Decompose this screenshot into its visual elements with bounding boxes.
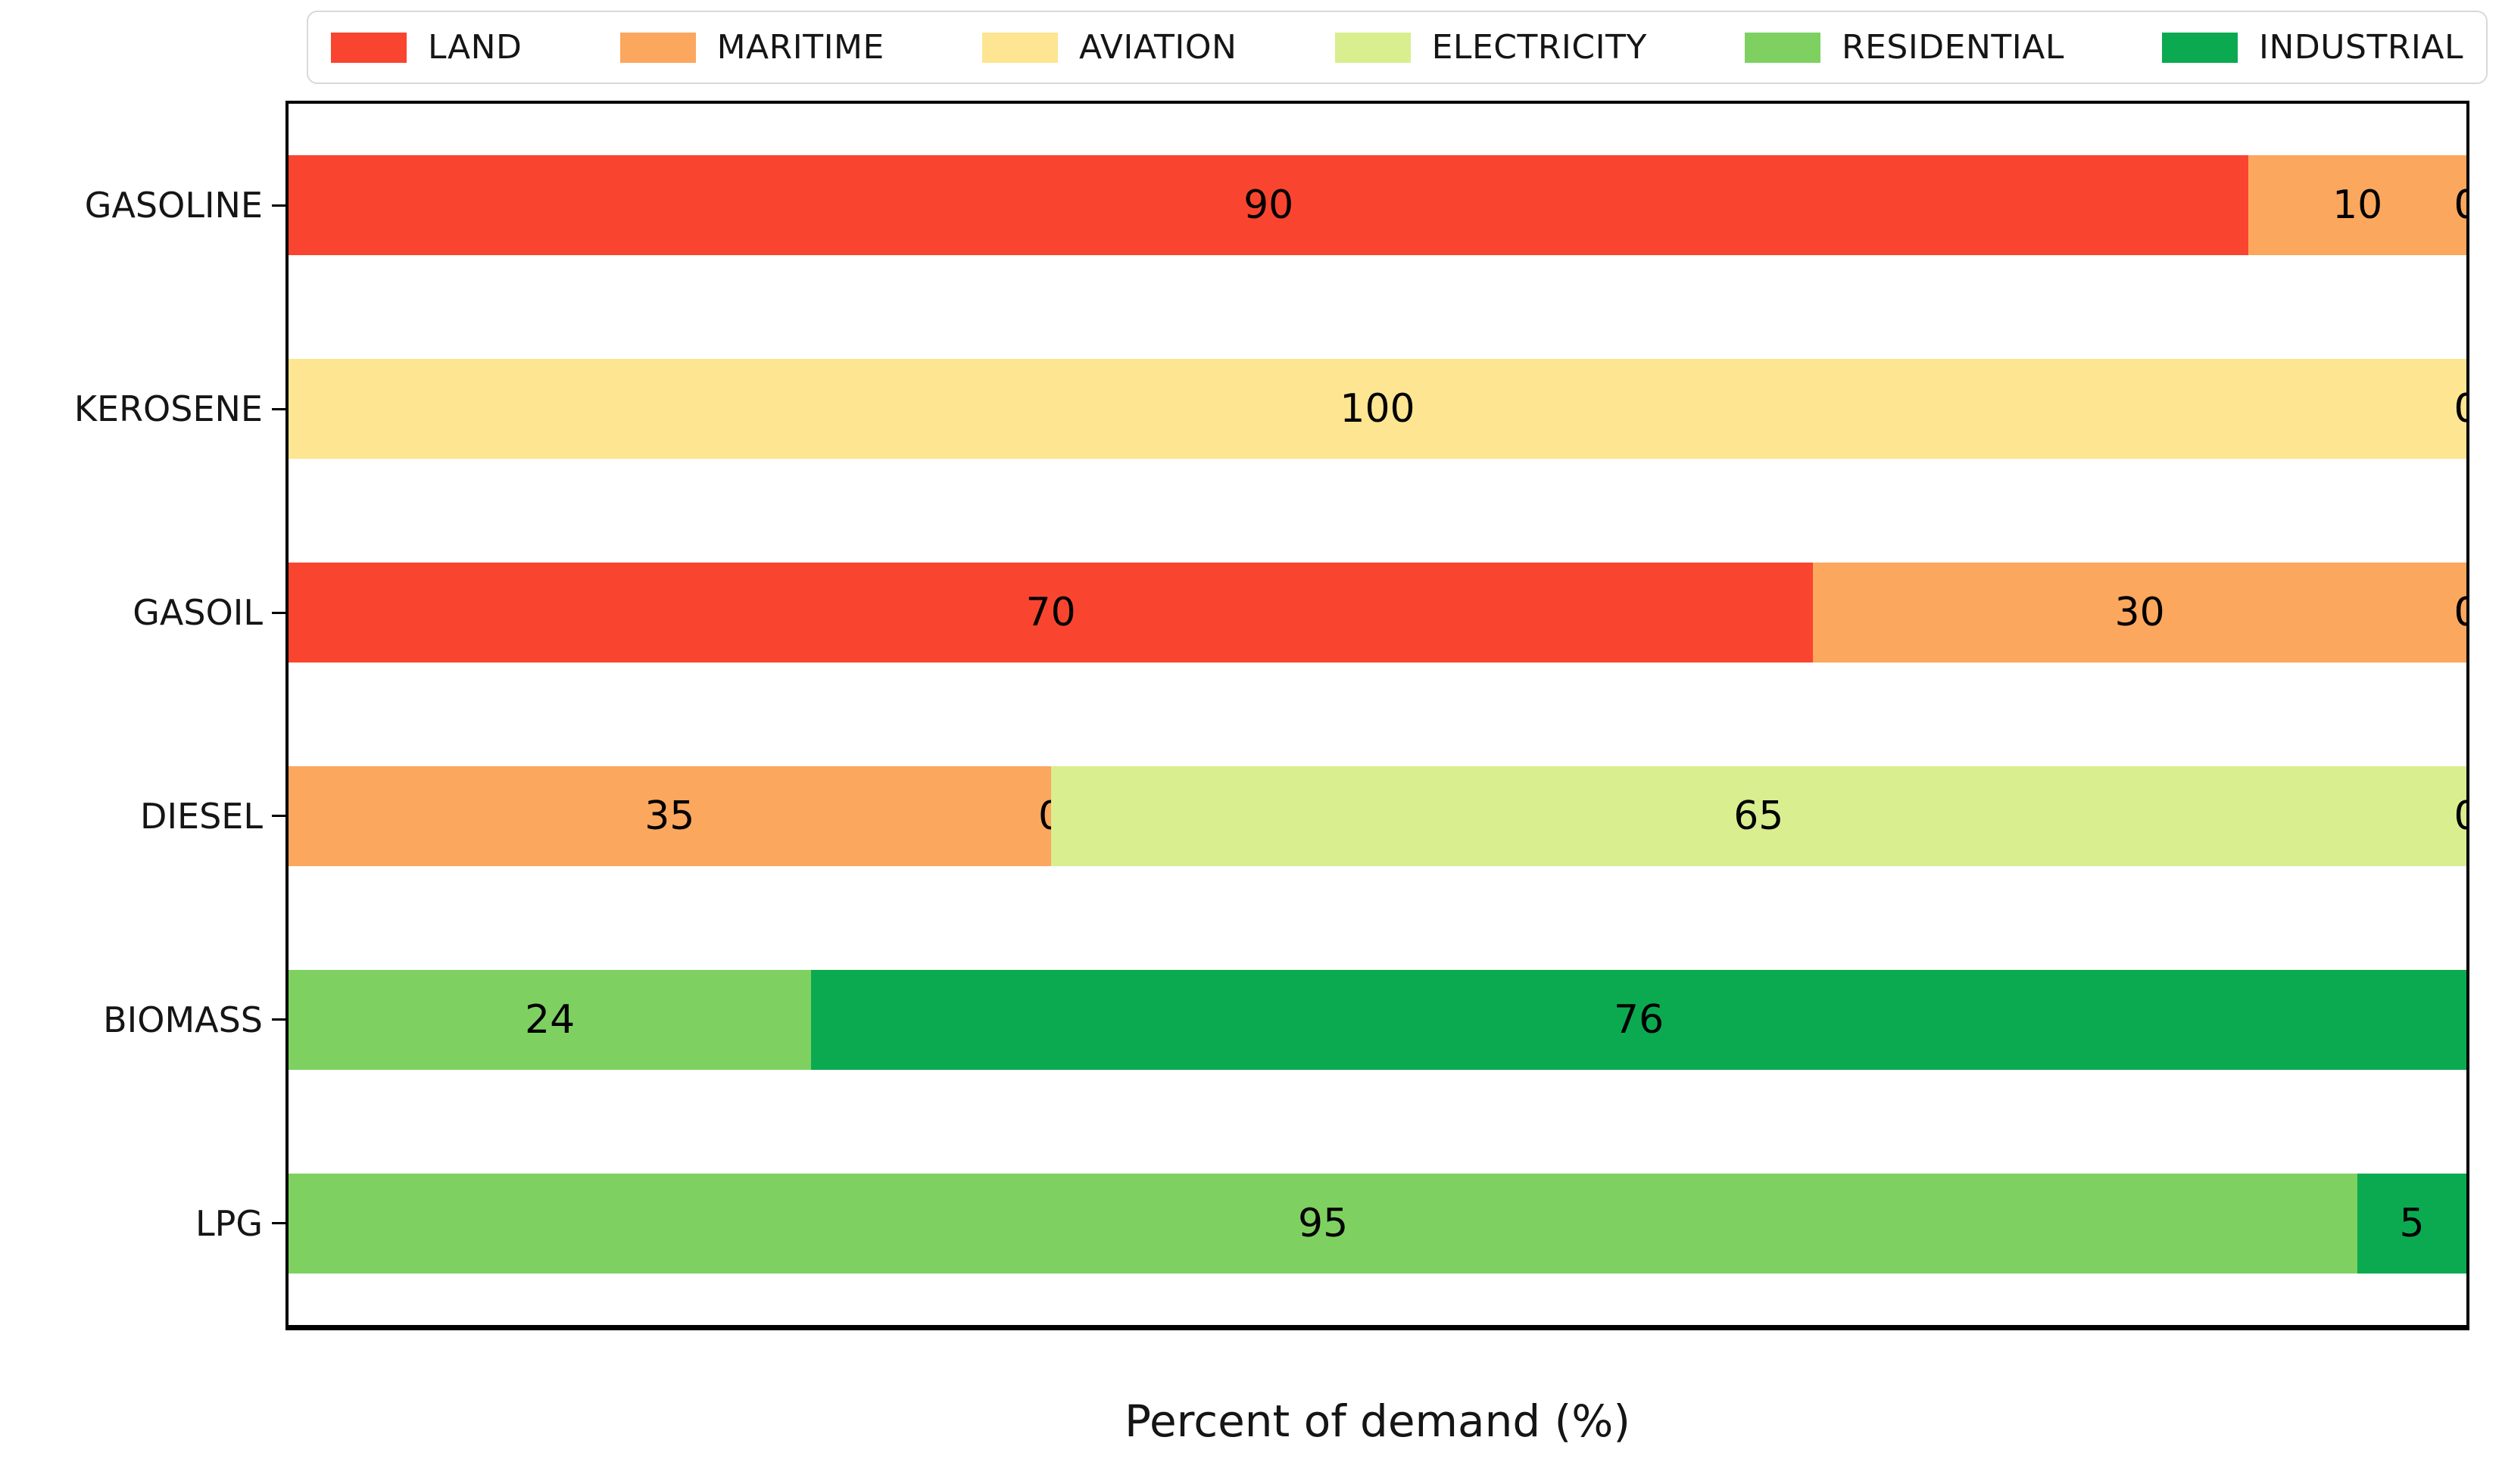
y-tick-gasoil xyxy=(272,611,285,614)
bar-value-label-gasoline-industrial: 0 xyxy=(2454,186,2466,225)
bar-value-label-gasoil-industrial: 0 xyxy=(2454,593,2466,632)
bar-value-label-lpg-industrial: 5 xyxy=(2399,1200,2425,1246)
y-tick-label-gasoil: GASOIL xyxy=(133,592,263,634)
y-tick-biomass xyxy=(272,1018,285,1021)
legend-item-industrial: INDUSTRIAL xyxy=(2162,28,2463,67)
y-tick-kerosene xyxy=(272,407,285,410)
bar-row-biomass: 00002476 xyxy=(289,918,2466,1121)
x-axis-title: Percent of demand (%) xyxy=(1125,1395,1630,1447)
bar-value-label-diesel-residential: 0 xyxy=(2454,797,2466,836)
bar-value-label-diesel-electricity: 65 xyxy=(1733,793,1784,839)
legend-label: INDUSTRIAL xyxy=(2259,28,2463,67)
bar-value-label-gasoil-maritime: 30 xyxy=(2114,590,2165,636)
bar-value-label-gasoil-aviation: 0 xyxy=(2454,593,2466,632)
bar-segment-lpg-residential xyxy=(289,1173,2358,1274)
y-tick-gasoline xyxy=(272,204,285,207)
bar-segment-diesel-maritime xyxy=(289,765,1051,866)
legend-label: AVIATION xyxy=(1079,28,1237,67)
legend-swatch-maritime xyxy=(619,32,696,63)
legend-item-electricity: ELECTRICITY xyxy=(1334,28,1647,67)
bar-row-gasoil: 70300000 xyxy=(289,511,2466,715)
legend-label: ELECTRICITY xyxy=(1431,28,1647,67)
bar-value-label-diesel-maritime: 35 xyxy=(644,793,695,839)
bar-row-lpg: 0000955 xyxy=(289,1121,2466,1325)
legend-swatch-residential xyxy=(1745,32,1821,63)
bar-value-label-biomass-residential: 24 xyxy=(525,996,576,1043)
bar-value-label-kerosene-electricity: 0 xyxy=(2454,389,2466,429)
bar-value-label-gasoil-electricity: 0 xyxy=(2454,593,2466,632)
legend-label: RESIDENTIAL xyxy=(1842,28,2064,67)
legend-swatch-aviation xyxy=(982,32,1058,63)
y-tick-label-gasoline: GASOLINE xyxy=(84,185,263,226)
bar-segment-gasoil-maritime xyxy=(1813,563,2466,663)
legend-swatch-industrial xyxy=(2162,32,2238,63)
bar-segment-biomass-residential xyxy=(289,969,812,1070)
legend-item-maritime: MARITIME xyxy=(619,28,884,67)
bar-segment-gasoil-land xyxy=(289,563,1814,663)
y-tick-lpg xyxy=(272,1222,285,1225)
bar-value-label-diesel-industrial: 0 xyxy=(2454,797,2466,836)
bar-value-label-kerosene-residential: 0 xyxy=(2454,389,2466,429)
legend-swatch-electricity xyxy=(1334,32,1411,63)
bar-segment-biomass-industrial xyxy=(811,969,2466,1070)
bar-segment-lpg-industrial xyxy=(2357,1173,2466,1274)
legend: LAND MARITIME AVIATION ELECTRICITY RESIDENTI… xyxy=(307,11,2488,84)
y-tick-label-kerosene: KEROSENE xyxy=(73,388,263,430)
bar-value-label-lpg-residential: 95 xyxy=(1298,1200,1349,1246)
bar-segment-diesel-electricity xyxy=(1050,765,2466,866)
legend-label: MARITIME xyxy=(716,28,884,67)
legend-item-residential: RESIDENTIAL xyxy=(1745,28,2064,67)
plot-area: 9010000000100000703000000350650000002476… xyxy=(285,101,2469,1330)
y-tick-label-diesel: DIESEL xyxy=(140,795,263,837)
y-tick-label-lpg: LPG xyxy=(195,1202,263,1244)
bar-value-label-gasoline-land: 90 xyxy=(1243,182,1294,229)
y-tick-label-biomass: BIOMASS xyxy=(103,999,263,1040)
bar-segment-gasoline-maritime xyxy=(2248,155,2466,256)
legend-label: LAND xyxy=(428,28,523,67)
bar-value-label-gasoline-residential: 0 xyxy=(2454,186,2466,225)
legend-item-land: LAND xyxy=(331,28,522,67)
bar-value-label-gasoline-electricity: 0 xyxy=(2454,186,2466,225)
bar-value-label-biomass-industrial: 76 xyxy=(1614,996,1664,1043)
bar-value-label-kerosene-aviation: 100 xyxy=(1340,386,1415,432)
bar-value-label-gasoline-aviation: 0 xyxy=(2454,186,2466,225)
bar-value-label-gasoline-maritime: 10 xyxy=(2332,182,2383,229)
bar-row-kerosene: 00100000 xyxy=(289,307,2466,511)
y-tick-diesel xyxy=(272,815,285,818)
bar-value-label-gasoil-residential: 0 xyxy=(2454,593,2466,632)
legend-swatch-land xyxy=(331,32,407,63)
bar-segment-gasoline-land xyxy=(289,155,2249,256)
bar-value-label-kerosene-industrial: 0 xyxy=(2454,389,2466,429)
bar-row-gasoline: 90100000 xyxy=(289,104,2466,307)
bar-row-diesel: 03506500 xyxy=(289,715,2466,918)
legend-item-aviation: AVIATION xyxy=(982,28,1237,67)
bar-segment-kerosene-aviation xyxy=(289,359,2466,460)
bar-value-label-gasoil-land: 70 xyxy=(1025,590,1076,636)
